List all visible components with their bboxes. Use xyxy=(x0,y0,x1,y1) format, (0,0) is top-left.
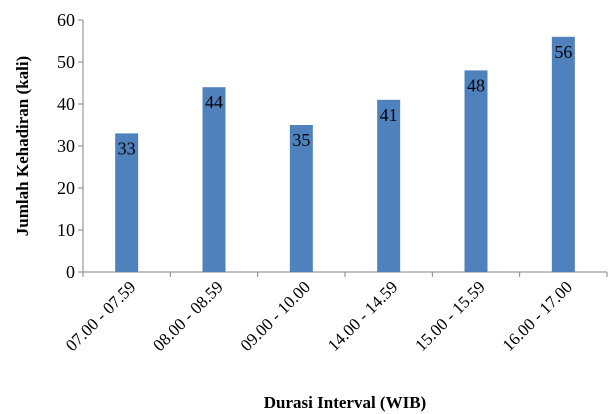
x-tick-label: 09.00 - 10.00 xyxy=(237,277,315,355)
y-tick-label: 30 xyxy=(57,136,75,156)
y-tick-label: 0 xyxy=(66,262,75,282)
y-axis-title: Jumlah Kehadiran (kali) xyxy=(13,56,32,236)
bar xyxy=(289,125,313,272)
data-label: 56 xyxy=(554,42,572,62)
bar xyxy=(377,99,401,272)
y-axis: 0 10 20 30 40 50 60 xyxy=(57,10,84,282)
x-tick-label: 15.00 - 15.59 xyxy=(411,277,489,355)
x-axis: 07.00 - 07.59 08.00 - 08.59 09.00 - 10.00 1… xyxy=(62,271,608,355)
bar xyxy=(115,133,139,272)
bars: 33 44 35 41 48 56 xyxy=(115,36,575,273)
bar xyxy=(551,36,575,272)
x-axis-title: Durasi Interval (WIB) xyxy=(264,393,426,412)
x-tick-label: 08.00 - 08.59 xyxy=(149,277,227,355)
x-tick-label: 07.00 - 07.59 xyxy=(62,277,140,355)
data-label: 41 xyxy=(380,105,398,125)
y-tick-label: 60 xyxy=(57,10,75,30)
y-tick-label: 10 xyxy=(57,220,75,240)
data-label: 35 xyxy=(292,130,310,150)
bar xyxy=(202,87,226,272)
data-label: 48 xyxy=(467,75,485,95)
y-tick-label: 40 xyxy=(57,94,75,114)
x-tick-label: 16.00 - 17.00 xyxy=(499,277,577,355)
data-label: 44 xyxy=(205,92,223,112)
y-tick-label: 50 xyxy=(57,52,75,72)
y-tick-label: 20 xyxy=(57,178,75,198)
x-tick-label: 14.00 - 14.59 xyxy=(324,277,402,355)
data-label: 33 xyxy=(118,138,136,158)
bar xyxy=(464,70,488,273)
